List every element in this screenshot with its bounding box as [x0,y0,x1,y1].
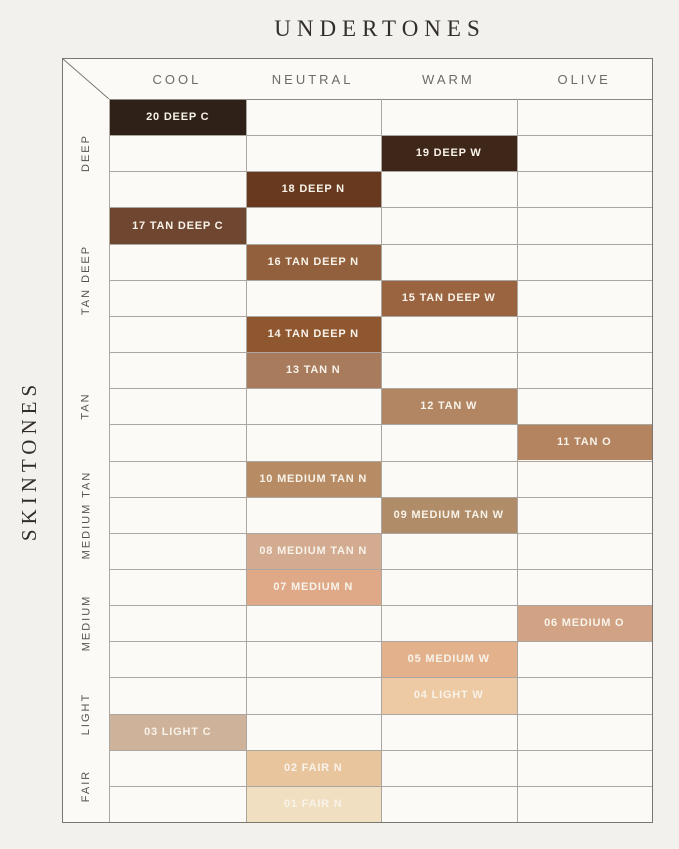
shade-cell-07-medium-n: 07 MEDIUM N [245,568,381,606]
shade-cell-label: 01 FAIR N [283,797,343,810]
shade-cell-label: 04 LIGHT W [413,689,484,702]
shade-cell-label: 10 MEDIUM TAN N [259,472,368,485]
shade-cell-10-medium-tan-n: 10 MEDIUM TAN N [245,460,381,497]
shade-cell-19-deep-w: 19 DEEP W [381,135,517,172]
chart-frame: COOL NEUTRAL WARM OLIVE DEEP TAN DEEP TAN MEDI… [62,58,653,823]
shade-grid: 20 DEEP C 19 DEEP W 18 DEEP N 17 TAN DEEP C… [109,99,652,822]
row-group-label-medium-tan: MEDIUM TAN [63,461,109,569]
column-header-warm: WARM [422,71,475,87]
shade-grid-inner: 20 DEEP C 19 DEEP W 18 DEEP N 17 TAN DEEP C… [110,99,652,822]
row-group-label-text: MEDIUM [80,594,93,652]
grid-line-vertical [381,99,382,822]
column-headers: COOL NEUTRAL WARM OLIVE [109,59,652,99]
shade-cell-09-medium-tan-w: 09 MEDIUM TAN W [381,496,517,533]
shade-cell-15-tan-deep-w: 15 TAN DEEP W [381,279,517,316]
shade-cell-13-tan-n: 13 TAN N [245,352,381,389]
row-group-label-tan: TAN [63,352,109,460]
row-group-label-medium: MEDIUM [63,569,109,677]
skintones-axis-title-text: SKINTONES [17,379,42,541]
shade-cell-06-medium-o: 06 MEDIUM O [516,605,652,642]
row-group-label-text: TAN DEEP [80,244,93,315]
shade-cell-label: 13 TAN N [286,364,341,377]
shade-cell-11-tan-o: 11 TAN O [516,424,652,461]
shade-cell-20-deep-c: 20 DEEP C [110,99,246,136]
skintones-axis-title: SKINTONES [2,98,58,822]
row-group-label-tan-deep: TAN DEEP [63,207,109,352]
column-header-cool: COOL [152,71,202,87]
shade-cell-label: 12 TAN W [420,400,478,413]
shade-cell-label: 11 TAN O [557,436,612,449]
shade-cell-label: 06 MEDIUM O [544,617,625,630]
shade-cell-label: 16 TAN DEEP N [267,255,359,268]
row-group-label-text: DEEP [80,134,92,173]
shade-cell-02-fair-n: 02 FAIR N [245,749,381,786]
shade-cell-label: 17 TAN DEEP C [132,219,224,232]
shade-cell-label: 20 DEEP C [146,111,210,124]
grid-line-vertical [516,99,518,822]
row-group-labels: DEEP TAN DEEP TAN MEDIUM TAN MEDIUM LIGHT FAIR [63,99,109,822]
grid-line-vertical [245,99,247,822]
shade-cell-14-tan-deep-n: 14 TAN DEEP N [245,315,381,353]
shade-cell-01-fair-n: 01 FAIR N [245,785,381,822]
shade-cell-label: 19 DEEP W [415,147,482,160]
shade-cell-04-light-w: 04 LIGHT W [381,677,517,714]
shade-cell-17-tan-deep-c: 17 TAN DEEP C [110,207,246,244]
shade-cell-label: 18 DEEP N [281,183,345,196]
row-group-label-deep: DEEP [63,99,109,207]
shade-cell-12-tan-w: 12 TAN W [381,388,517,425]
shade-cell-08-medium-tan-n: 08 MEDIUM TAN N [245,532,381,569]
row-group-label-fair: FAIR [63,750,109,822]
column-header-olive: OLIVE [557,71,611,87]
undertones-axis-title: UNDERTONES [274,16,486,41]
row-group-label-text: FAIR [79,769,92,803]
shade-cell-16-tan-deep-n: 16 TAN DEEP N [245,243,381,280]
row-group-label-text: MEDIUM TAN [80,470,92,560]
column-header-neutral: NEUTRAL [271,71,354,87]
shade-cell-18-deep-n: 18 DEEP N [245,171,381,208]
shade-cell-label: 09 MEDIUM TAN W [393,508,504,521]
shade-cell-label: 15 TAN DEEP W [401,291,496,304]
row-group-label-light: LIGHT [63,677,109,749]
corner-diagonal-line [63,59,109,99]
shade-cell-label: 14 TAN DEEP N [267,327,359,340]
shade-cell-label: 08 MEDIUM TAN N [259,544,368,557]
shade-cell-03-light-c: 03 LIGHT C [110,713,246,750]
row-group-label-text: TAN [80,392,92,420]
shade-cell-label: 02 FAIR N [283,761,343,774]
row-group-label-text: LIGHT [80,692,92,735]
shade-cell-label: 07 MEDIUM N [273,581,354,593]
shade-cell-label: 03 LIGHT C [144,725,212,738]
shade-cell-05-medium-w: 05 MEDIUM W [381,641,517,678]
shade-cell-label: 05 MEDIUM W [407,653,490,666]
